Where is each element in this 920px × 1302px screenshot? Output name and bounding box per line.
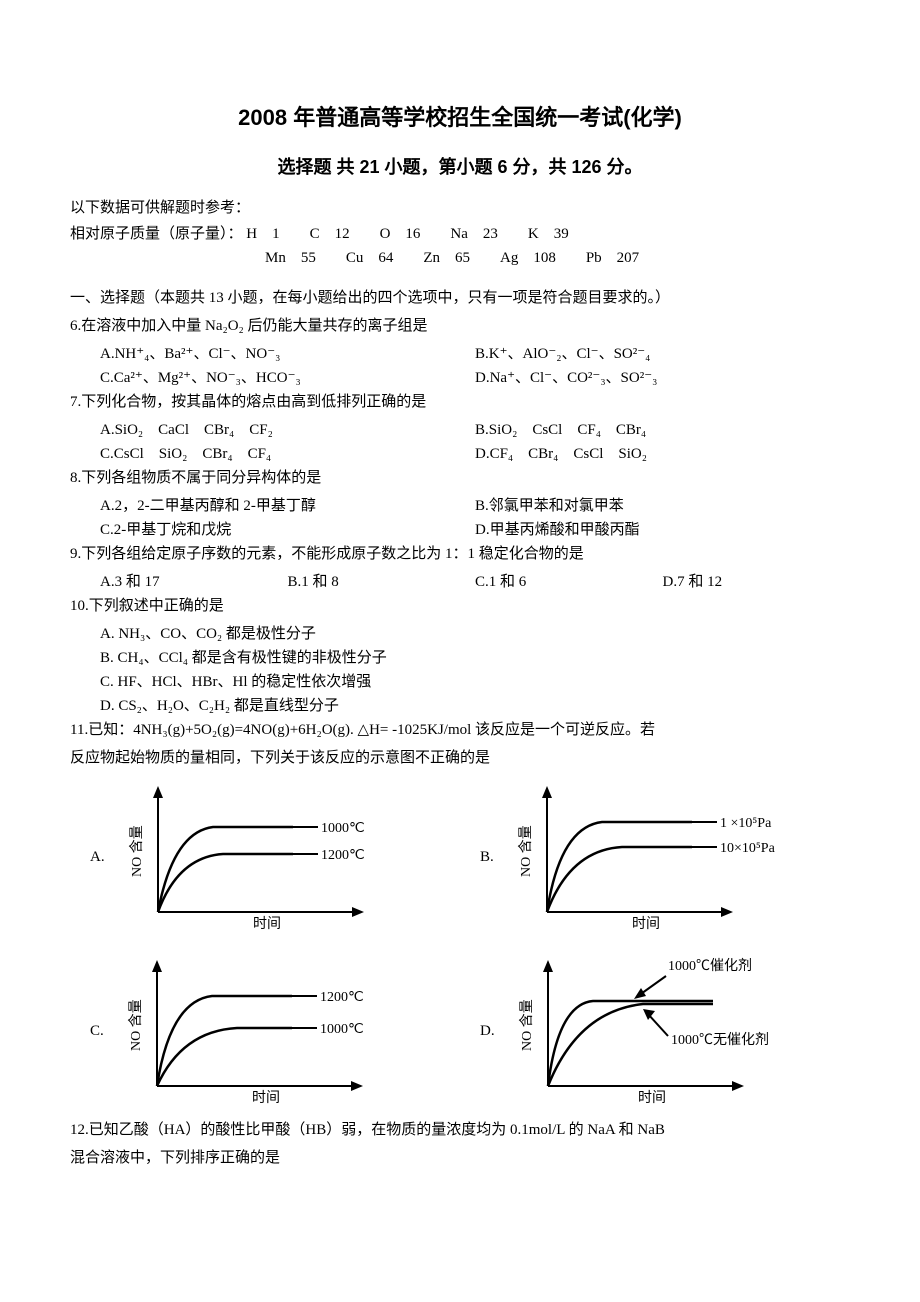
- q6-opt-b: B.K⁺、AlO⁻₂、Cl⁻、SO²⁻₄: [475, 342, 850, 366]
- q10-opt-d: D. CS₂、H₂O、C₂H₂ 都是直线型分子: [100, 694, 850, 718]
- q11-stem2: 反应物起始物质的量相同，下列关于该反应的示意图不正确的是: [70, 746, 850, 770]
- chart-d-svg: NO 含量 时间 1000℃催化剂 1000℃无催化剂: [503, 956, 813, 1106]
- chart-d-label: D.: [480, 1019, 495, 1043]
- chart-a-svg: NO 含量 时间 1000℃ 1200℃: [113, 782, 393, 932]
- q8-stem: 8.下列各组物质不属于同分异构体的是: [70, 466, 850, 490]
- atomic-mass-line2: Mn 55 Cu 64 Zn 65 Ag 108 Pb 207: [265, 246, 850, 270]
- q6-opt-a: A.NH⁺₄、Ba²⁺、Cl⁻、NO⁻₃: [100, 342, 475, 366]
- q7-opt-c: C.CsCl SiO₂ CBr₄ CF₄: [100, 442, 475, 466]
- q10-opt-b: B. CH₄、CCl₄ 都是含有极性键的非极性分子: [100, 646, 850, 670]
- svg-text:NO 含量: NO 含量: [129, 825, 145, 877]
- svg-text:时间: 时间: [638, 1090, 666, 1106]
- svg-text:10×10⁵Pa: 10×10⁵Pa: [720, 841, 776, 856]
- q9-opt-b: B.1 和 8: [288, 570, 476, 594]
- chart-c: C. NO 含量 时间 1200℃ 1000℃: [90, 956, 440, 1106]
- chart-d: D. NO 含量 时间 1000℃催化剂 1000℃无催化剂: [480, 956, 830, 1106]
- q8-options: A.2，2-二甲基丙醇和 2-甲基丁醇 B.邻氯甲苯和对氯甲苯 C.2-甲基丁烷…: [100, 494, 850, 542]
- chart-b-label: B.: [480, 845, 494, 869]
- q9-options: A.3 和 17 B.1 和 8 C.1 和 6 D.7 和 12: [100, 570, 850, 594]
- q10-opt-c: C. HF、HCl、HBr、Hl 的稳定性依次增强: [100, 670, 850, 694]
- q9-opt-a: A.3 和 17: [100, 570, 288, 594]
- q12-stem1: 12.已知乙酸（HA）的酸性比甲酸（HB）弱，在物质的量浓度均为 0.1mol/…: [70, 1118, 850, 1142]
- q8-opt-d: D.甲基丙烯酸和甲酸丙酯: [475, 518, 850, 542]
- q8-opt-c: C.2-甲基丁烷和戊烷: [100, 518, 475, 542]
- svg-text:1000℃: 1000℃: [321, 821, 365, 836]
- svg-text:NO 含量: NO 含量: [128, 999, 144, 1051]
- page-title: 2008 年普通高等学校招生全国统一考试(化学): [70, 100, 850, 135]
- svg-text:1000℃: 1000℃: [320, 1022, 364, 1037]
- chart-c-label: C.: [90, 1019, 104, 1043]
- q7-opt-a: A.SiO₂ CaCl CBr₄ CF₂: [100, 418, 475, 442]
- svg-text:1200℃: 1200℃: [321, 848, 365, 863]
- atomic-intro: 相对原子质量（原子量）：: [70, 222, 243, 246]
- chart-grid: A. NO 含量 时间 1000℃ 1200℃ B. NO 含量 时间: [90, 782, 830, 1106]
- q8-opt-a: A.2，2-二甲基丙醇和 2-甲基丁醇: [100, 494, 475, 518]
- q11-stem1: 11.已知：4NH₃(g)+5O₂(g)=4NO(g)+6H₂O(g). △H=…: [70, 718, 850, 742]
- q7-stem: 7.下列化合物，按其晶体的熔点由高到低排列正确的是: [70, 390, 850, 414]
- q7-opt-b: B.SiO₂ CsCl CF₄ CBr₄: [475, 418, 850, 442]
- chart-a-label: A.: [90, 845, 105, 869]
- q6-opt-c: C.Ca²⁺、Mg²⁺、NO⁻₃、HCO⁻₃: [100, 366, 475, 390]
- chart-a: A. NO 含量 时间 1000℃ 1200℃: [90, 782, 440, 932]
- svg-text:1000℃无催化剂: 1000℃无催化剂: [671, 1032, 769, 1048]
- chart-b: B. NO 含量 时间 1 ×10⁵Pa 10×10⁵Pa: [480, 782, 830, 932]
- atomic-mass-line1: 相对原子质量（原子量）： H 1 C 12 O 16 Na 23 K 39: [70, 222, 850, 246]
- svg-text:NO 含量: NO 含量: [518, 825, 534, 877]
- svg-text:NO 含量: NO 含量: [519, 999, 535, 1051]
- q10-opt-a: A. NH₃、CO、CO₂ 都是极性分子: [100, 622, 850, 646]
- section-heading: 一、选择题（本题共 13 小题，在每小题给出的四个选项中，只有一项是符合题目要求…: [70, 286, 850, 310]
- q6-stem: 6.在溶液中加入中量 Na₂O₂ 后仍能大量共存的离子组是: [70, 314, 850, 338]
- q7-options: A.SiO₂ CaCl CBr₄ CF₂ B.SiO₂ CsCl CF₄ CBr…: [100, 418, 850, 466]
- svg-text:时间: 时间: [252, 1090, 280, 1106]
- q6-options: A.NH⁺₄、Ba²⁺、Cl⁻、NO⁻₃ B.K⁺、AlO⁻₂、Cl⁻、SO²⁻…: [100, 342, 850, 390]
- svg-text:1200℃: 1200℃: [320, 990, 364, 1005]
- reference-intro: 以下数据可供解题时参考：: [70, 196, 850, 220]
- q12-stem2: 混合溶液中，下列排序正确的是: [70, 1146, 850, 1170]
- q9-opt-c: C.1 和 6: [475, 570, 663, 594]
- q10-stem: 10.下列叙述中正确的是: [70, 594, 850, 618]
- q8-opt-b: B.邻氯甲苯和对氯甲苯: [475, 494, 850, 518]
- q7-opt-d: D.CF₄ CBr₄ CsCl SiO₂: [475, 442, 850, 466]
- chart-c-svg: NO 含量 时间 1200℃ 1000℃: [112, 956, 392, 1106]
- q6-opt-d: D.Na⁺、Cl⁻、CO²⁻₃、SO²⁻₃: [475, 366, 850, 390]
- chart-b-svg: NO 含量 时间 1 ×10⁵Pa 10×10⁵Pa: [502, 782, 802, 932]
- svg-text:时间: 时间: [253, 916, 281, 932]
- page-subtitle: 选择题 共 21 小题，第小题 6 分，共 126 分。: [70, 153, 850, 182]
- q9-stem: 9.下列各组给定原子序数的元素，不能形成原子数之比为 1：1 稳定化合物的是: [70, 542, 850, 566]
- q9-opt-d: D.7 和 12: [663, 570, 851, 594]
- svg-text:1 ×10⁵Pa: 1 ×10⁵Pa: [720, 816, 772, 831]
- svg-text:1000℃催化剂: 1000℃催化剂: [668, 958, 752, 974]
- svg-text:时间: 时间: [632, 916, 660, 932]
